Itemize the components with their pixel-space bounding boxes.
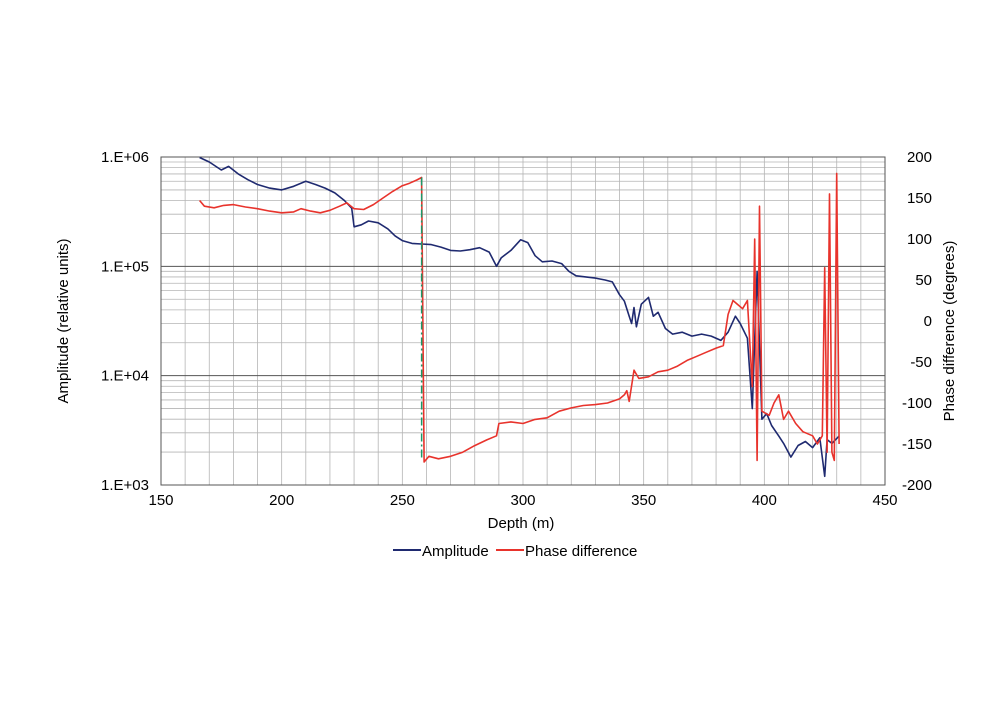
plot-frame — [160, 156, 886, 486]
x-axis-ticks: 150 200 250 300 350 400 450 — [148, 492, 897, 509]
x-tick-label: 450 — [872, 492, 897, 509]
x-tick-label: 150 — [148, 492, 173, 509]
legend-label-phase: Phase difference — [525, 543, 637, 560]
x-tick-label: 300 — [510, 492, 535, 509]
y-tick-label: 1.E+06 — [101, 149, 149, 166]
x-tick-label: 400 — [752, 492, 777, 509]
amplitude-series-line — [199, 156, 840, 478]
y2-tick-label: -50 — [910, 354, 932, 371]
y-axis-ticks: 1.E+03 1.E+04 1.E+05 1.E+06 — [101, 149, 149, 494]
y2-axis-title: Phase difference (degrees) — [941, 241, 958, 422]
y2-tick-label: 150 — [907, 190, 932, 207]
x-tick-label: 350 — [631, 492, 656, 509]
x-axis-title: Depth (m) — [488, 515, 555, 532]
y2-tick-label: -200 — [902, 477, 932, 494]
y2-tick-label: 200 — [907, 149, 932, 166]
y2-tick-label: 50 — [915, 272, 932, 289]
y-tick-label: 1.E+04 — [101, 368, 149, 385]
legend: Amplitude Phase difference — [393, 543, 637, 560]
y2-tick-label: -150 — [902, 436, 932, 453]
x-tick-label: 200 — [269, 492, 294, 509]
y2-tick-label: 100 — [907, 231, 932, 248]
minor-gridlines — [161, 157, 885, 485]
series-layer — [198, 156, 840, 478]
y-tick-label: 1.E+03 — [101, 477, 149, 494]
y2-tick-label: 0 — [924, 313, 932, 330]
y2-axis-ticks: -200 -150 -100 -50 0 50 100 150 200 — [902, 149, 932, 494]
y-axis-title: Amplitude (relative units) — [55, 238, 72, 403]
y2-tick-label: -100 — [902, 395, 932, 412]
legend-label-amplitude: Amplitude — [422, 543, 489, 560]
y-tick-label: 1.E+05 — [101, 258, 149, 275]
x-tick-label: 250 — [390, 492, 415, 509]
phase-difference-series-line — [198, 172, 840, 463]
